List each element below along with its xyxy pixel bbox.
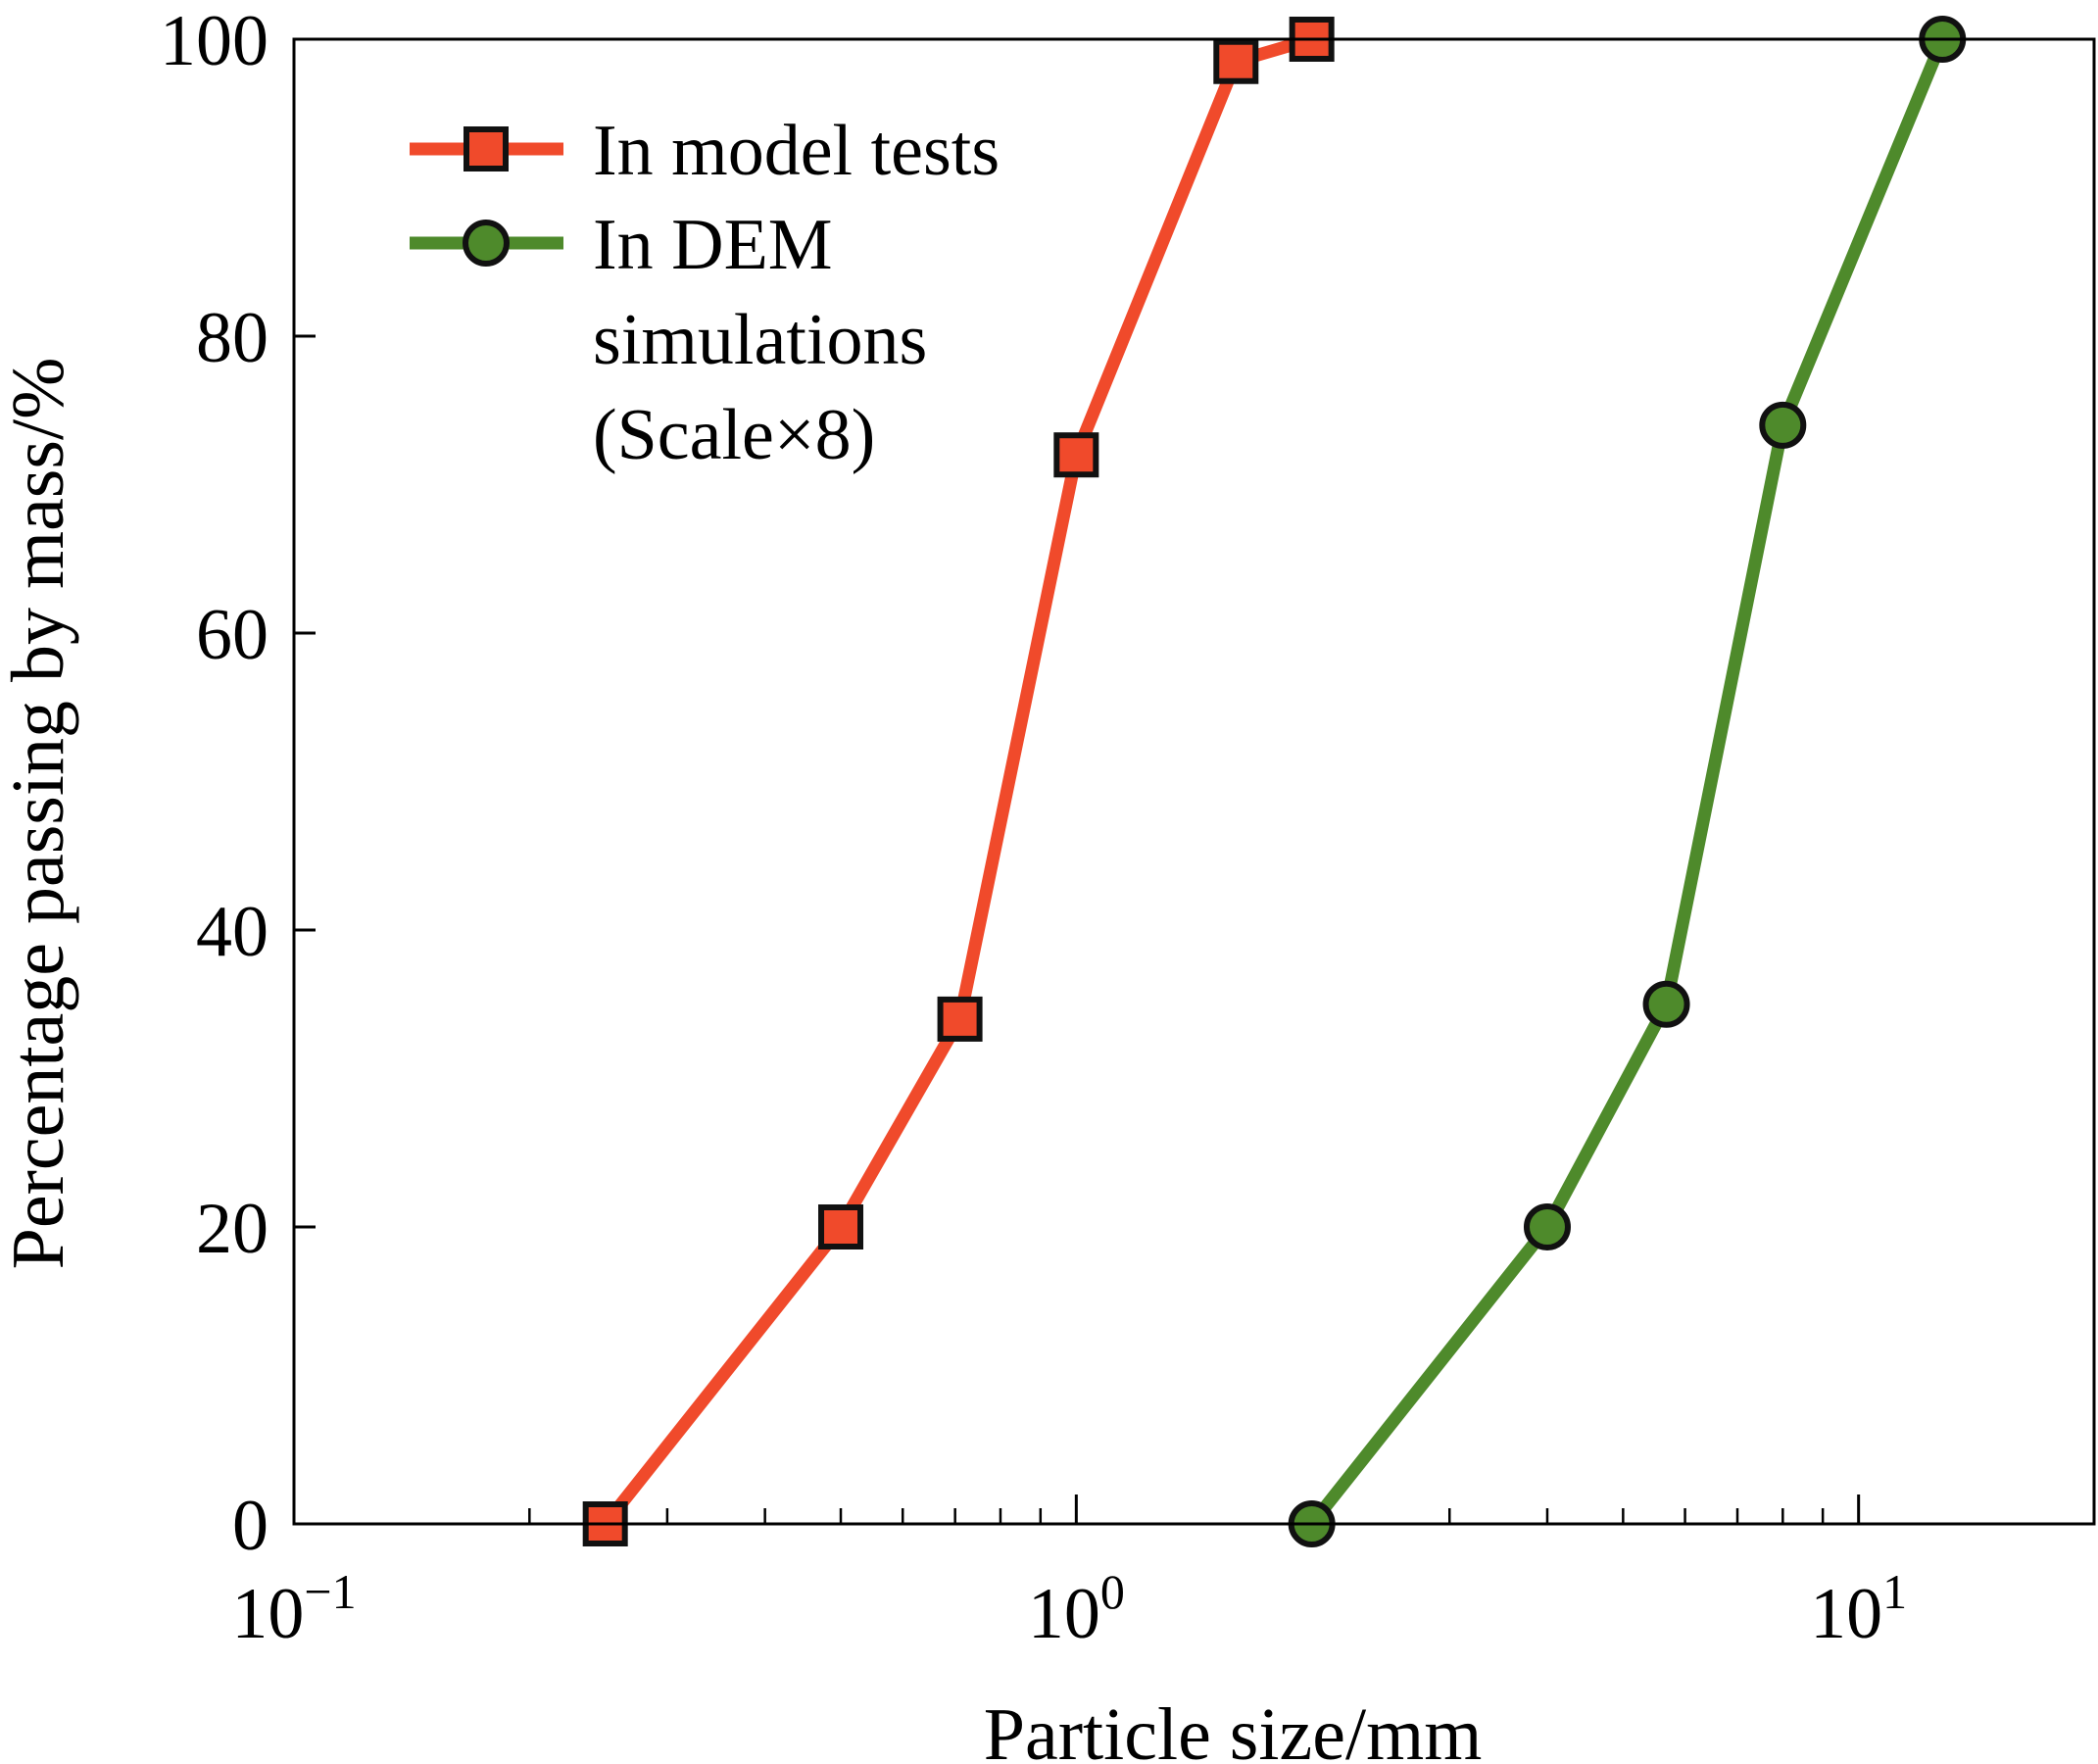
x-tick-label: 100 <box>1028 1564 1125 1654</box>
axis-ticks <box>292 37 1861 1526</box>
legend-label: simulations <box>593 300 927 380</box>
x-tick-labels: 10−1 100 101 <box>231 1564 1907 1654</box>
series-line-2 <box>1305 32 1949 1531</box>
data-point-square <box>818 1204 864 1250</box>
x-tick-label: 101 <box>1810 1564 1907 1654</box>
y-tick-labels: 0 20 40 60 80 100 <box>160 1 268 1566</box>
y-tick-label: 0 <box>232 1486 268 1566</box>
data-point-square <box>1053 432 1099 478</box>
y-tick-label: 60 <box>196 595 268 675</box>
y-tick-label: 40 <box>196 892 268 972</box>
data-point-square <box>1213 38 1259 84</box>
legend-marker-square <box>464 126 509 172</box>
legend-label: In model tests <box>593 111 1000 191</box>
data-point-square <box>937 996 983 1042</box>
series-markers <box>582 16 1967 1547</box>
data-point-circle <box>1642 980 1690 1028</box>
legend: In model tests In DEM simulations (Scale×8) <box>410 111 1000 475</box>
y-tick-label: 100 <box>160 1 268 81</box>
legend-marker-circle <box>463 220 510 267</box>
legend-label: (Scale×8) <box>593 395 875 475</box>
legend-label: In DEM <box>593 205 833 285</box>
x-axis-title: Particle size/mm <box>984 1693 1483 1764</box>
data-point-circle <box>1523 1203 1571 1250</box>
plot-frame <box>292 37 2096 1526</box>
y-axis-title: Percentage passing by mass/% <box>0 358 79 1270</box>
y-tick-label: 20 <box>196 1189 268 1269</box>
data-point-circle <box>1759 401 1807 449</box>
x-tick-label: 10−1 <box>231 1564 356 1654</box>
y-tick-label: 80 <box>196 298 268 378</box>
